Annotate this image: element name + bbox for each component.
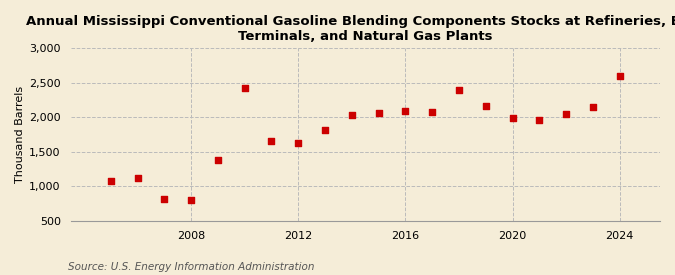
- Point: [588, 105, 599, 109]
- Point: [159, 197, 169, 201]
- Point: [186, 197, 196, 202]
- Point: [105, 179, 116, 183]
- Point: [373, 111, 384, 116]
- Point: [507, 116, 518, 120]
- Point: [481, 104, 491, 109]
- Point: [400, 108, 411, 113]
- Point: [614, 74, 625, 78]
- Title: Annual Mississippi Conventional Gasoline Blending Components Stocks at Refinerie: Annual Mississippi Conventional Gasoline…: [26, 15, 675, 43]
- Point: [293, 141, 304, 145]
- Point: [132, 175, 143, 180]
- Point: [346, 113, 357, 117]
- Y-axis label: Thousand Barrels: Thousand Barrels: [15, 86, 25, 183]
- Point: [266, 139, 277, 143]
- Point: [320, 128, 331, 132]
- Text: Source: U.S. Energy Information Administration: Source: U.S. Energy Information Administ…: [68, 262, 314, 272]
- Point: [427, 110, 437, 114]
- Point: [239, 86, 250, 90]
- Point: [454, 88, 464, 93]
- Point: [213, 158, 223, 163]
- Point: [561, 112, 572, 116]
- Point: [534, 118, 545, 122]
